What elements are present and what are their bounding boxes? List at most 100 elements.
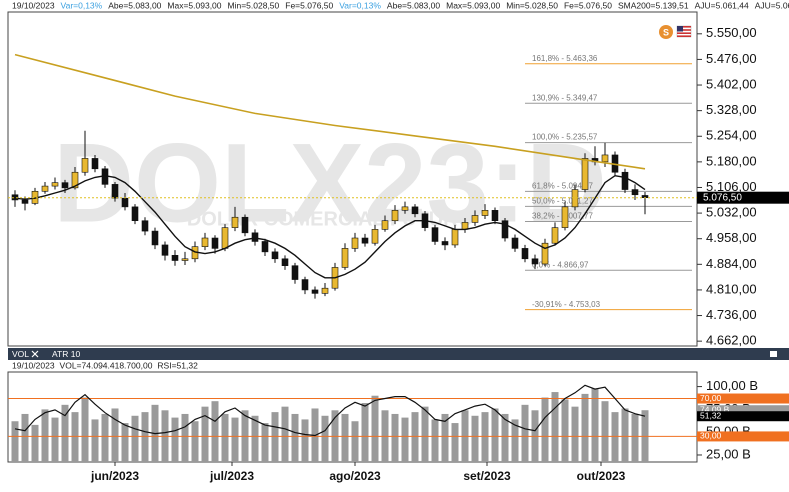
- flag-icon[interactable]: [676, 25, 692, 38]
- volume-bar: [11, 421, 19, 462]
- currency-icon-letter: S: [663, 27, 669, 37]
- header-item: SMA200=5.139,51: [618, 0, 689, 10]
- fib-label: 50,0% - 5.051,27: [532, 197, 593, 206]
- volume-bar: [321, 415, 329, 462]
- rsi-level-box: [697, 393, 789, 404]
- candle-body: [231, 216, 239, 228]
- volume-bar: [581, 393, 589, 462]
- volume-bar: [131, 415, 139, 462]
- candle-body: [601, 154, 609, 163]
- volume-bar: [61, 404, 69, 462]
- candle-body: [271, 251, 279, 260]
- candle-body: [551, 227, 559, 244]
- candle-body: [341, 248, 349, 268]
- volume-bar: [271, 412, 279, 462]
- candle-body: [361, 237, 369, 244]
- volume-bar: [391, 413, 399, 462]
- volume-bar: [631, 413, 639, 462]
- volume-bar: [491, 408, 499, 462]
- x-tick-label: ago/2023: [329, 469, 381, 483]
- panel-tab[interactable]: ATR 10: [52, 349, 80, 359]
- candle-body: [511, 237, 519, 249]
- lower-panel-bar: [8, 348, 789, 360]
- candle-body: [531, 258, 539, 265]
- header-item: Abe=5.083,00: [387, 0, 440, 10]
- candle-body: [471, 215, 479, 223]
- fib-label: 161,8% - 5.463,36: [532, 54, 598, 63]
- volume-last-label: 74,09 B: [700, 404, 730, 414]
- candle-body: [541, 242, 549, 265]
- y-tick-label: 100,00 B: [706, 378, 758, 393]
- main-panel: [7, 11, 698, 347]
- volume-bar: [571, 406, 579, 462]
- volume-bar: [351, 421, 359, 462]
- panel-tab[interactable]: VOL: [12, 349, 29, 359]
- rsi-last-box: [697, 411, 789, 422]
- candle-body: [61, 182, 69, 189]
- volume-bar: [361, 403, 369, 462]
- fib-label: 61,8% - 5.094,77: [532, 181, 593, 190]
- candle-body: [561, 206, 569, 228]
- y-tick-label: 5.106,00: [706, 179, 757, 194]
- candle-body: [581, 158, 589, 190]
- candle-body: [311, 289, 319, 294]
- header-item: Var=0,13%: [61, 0, 103, 10]
- volume-bar: [431, 419, 439, 462]
- candle-body: [171, 255, 179, 261]
- candle-body: [251, 232, 259, 242]
- volume-bar: [541, 397, 549, 462]
- candle-body: [411, 206, 419, 215]
- candle-body: [351, 237, 359, 249]
- y-tick-label: 4.736,00: [706, 307, 757, 322]
- volume-bar: [81, 397, 89, 462]
- moving-average: [14, 53, 646, 170]
- candle-body: [321, 287, 329, 294]
- volume-bar: [561, 399, 569, 462]
- candle-body: [301, 279, 309, 291]
- volume-bar: [251, 415, 259, 462]
- volume-bar: [551, 392, 559, 462]
- volume-bar: [31, 424, 39, 462]
- volume-bar: [221, 413, 229, 462]
- x-tick-label: set/2023: [463, 469, 511, 483]
- close-icon[interactable]: [31, 350, 39, 358]
- header-item: Max=5.093,00: [167, 0, 221, 10]
- panel-button[interactable]: [770, 351, 777, 357]
- last-price-label: 5.076,50: [703, 192, 742, 203]
- candle-body: [21, 199, 29, 204]
- volume-bar: [501, 413, 509, 462]
- candle-body: [571, 189, 579, 208]
- header-item: Abe=5.083,00: [108, 0, 161, 10]
- header-item: Fe=5.076,50: [285, 0, 333, 10]
- volume-bar: [261, 423, 269, 462]
- candle-body: [631, 189, 639, 196]
- moving-average: [14, 174, 646, 279]
- header-item: Var=0,13%: [339, 0, 381, 10]
- y-tick-label: 5.476,00: [706, 51, 757, 66]
- y-tick-label: 25,00 B: [706, 446, 751, 461]
- candle-body: [91, 158, 99, 170]
- x-tick-label: jun/2023: [90, 469, 139, 483]
- candle-body: [141, 220, 149, 232]
- y-tick-label: 4.810,00: [706, 281, 757, 296]
- rsi-line: [14, 384, 646, 437]
- rsi-level-label: 70,00: [700, 393, 722, 403]
- volume-bar: [301, 419, 309, 462]
- panel-info: VOL=74.094.418.700,00: [60, 360, 153, 370]
- candle-body: [401, 206, 409, 211]
- currency-icon[interactable]: [659, 25, 673, 39]
- volume-bar: [601, 401, 609, 462]
- volume-bar: [171, 417, 179, 462]
- volume-bar: [591, 388, 599, 462]
- candle-body: [211, 237, 219, 249]
- candle-body: [501, 220, 509, 239]
- candle-body: [71, 171, 79, 189]
- candle-body: [41, 185, 49, 192]
- fib-label: 0,0% - 4.866,97: [532, 260, 589, 269]
- rsi-last-label: 51,32: [700, 410, 722, 420]
- volume-bar: [411, 412, 419, 462]
- header-item: AJU=5.061,44: [755, 0, 789, 10]
- candle-body: [431, 227, 439, 242]
- y-tick-label: 4.884,00: [706, 256, 757, 271]
- candle-body: [381, 220, 389, 230]
